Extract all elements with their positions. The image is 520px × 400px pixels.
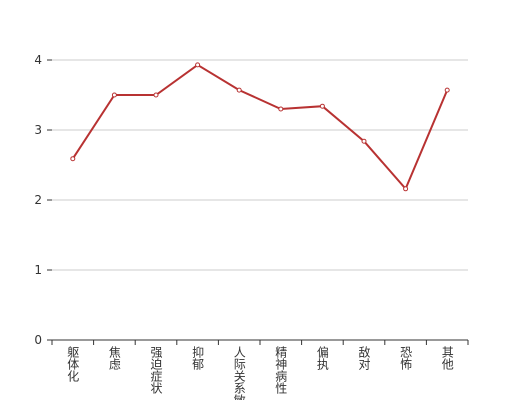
- y-tick-label: 0: [34, 333, 42, 347]
- point: [236, 87, 242, 93]
- x-tick-label: 人际关系敏感: [232, 346, 246, 400]
- y-tick-label: 4: [34, 53, 42, 67]
- x-tick-label: 焦虑: [107, 346, 121, 370]
- point: [278, 106, 284, 112]
- point: [403, 186, 409, 192]
- x-tick-label: 强迫症状: [149, 346, 163, 394]
- x-tick-label: 其他: [440, 346, 454, 370]
- point: [361, 138, 367, 144]
- x-tick-label: 抑郁: [191, 345, 205, 371]
- y-tick-label: 3: [34, 123, 42, 137]
- x-tick-label: 偏执: [315, 345, 329, 371]
- x-tick-label: 敌对: [357, 345, 371, 370]
- point: [111, 92, 117, 98]
- line: [71, 63, 449, 191]
- x-tick-label: 恐怖: [399, 346, 413, 370]
- point: [444, 87, 450, 93]
- point: [153, 92, 159, 98]
- point: [195, 62, 201, 68]
- x-tick-label: 精神病性: [274, 346, 288, 395]
- point: [319, 103, 325, 109]
- y-tick-label: 1: [34, 263, 42, 277]
- x-tick-label: 躯体化: [66, 345, 80, 383]
- y-tick-label: 2: [34, 193, 42, 207]
- point: [70, 156, 76, 162]
